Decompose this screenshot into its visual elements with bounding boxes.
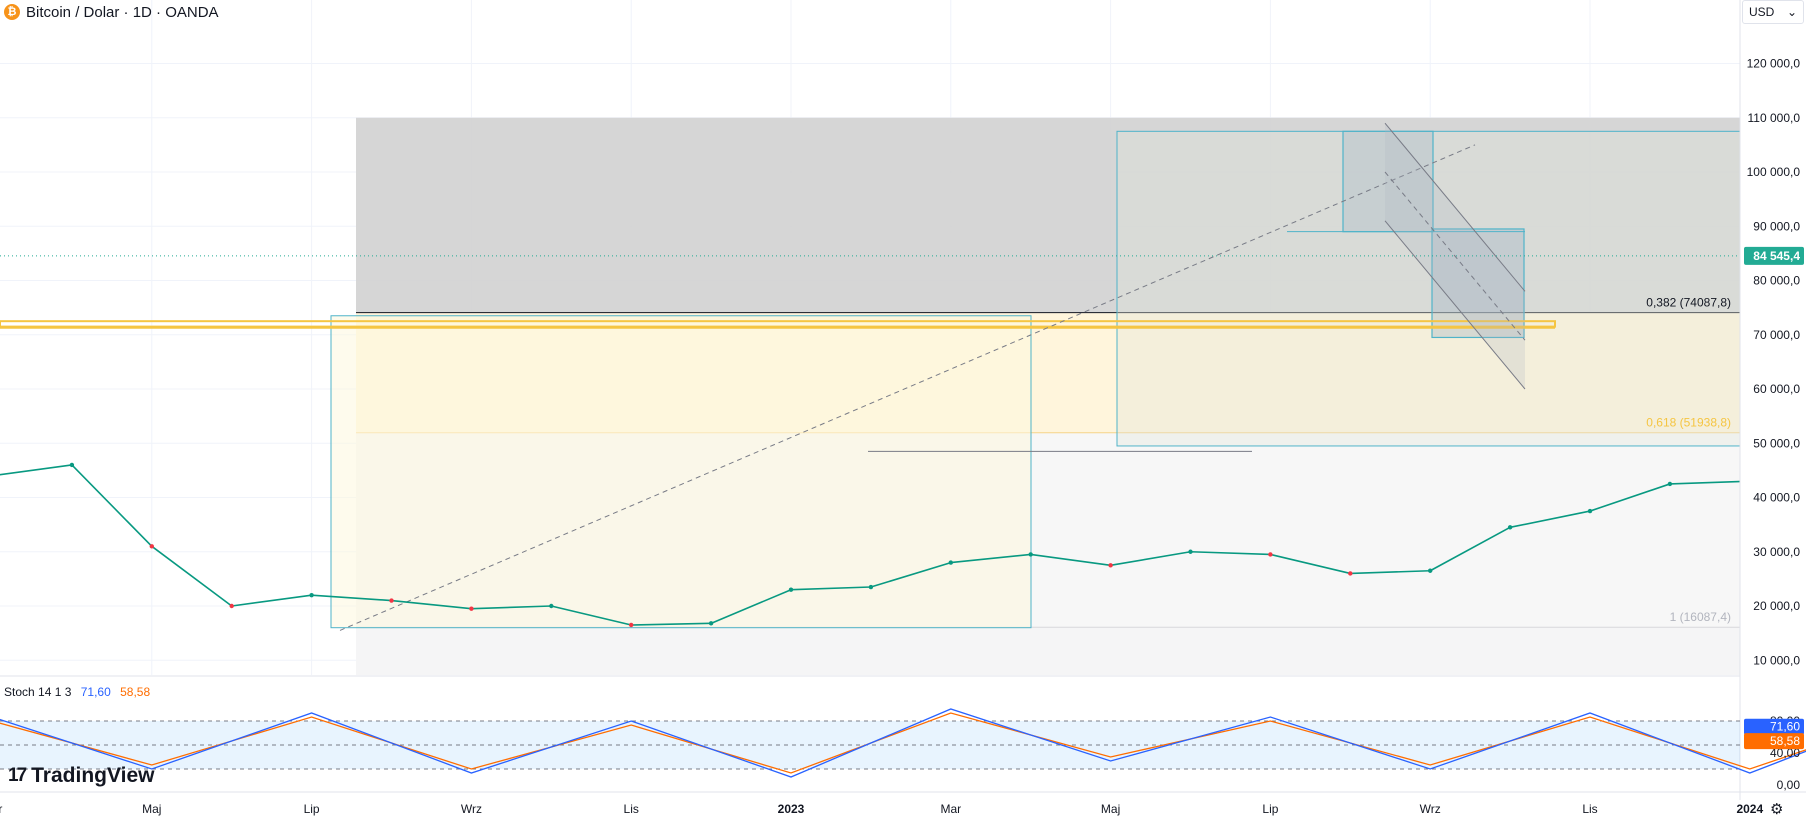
- symbol-title: Bitcoin / Dolar · 1D · OANDA: [26, 3, 219, 21]
- stoch-d-axis-value: 58,58: [1770, 734, 1800, 748]
- stoch-band-fill: [0, 721, 1740, 769]
- symbol-header[interactable]: ₿ Bitcoin / Dolar · 1D · OANDA: [4, 2, 219, 22]
- stoch-k-line: [0, 708, 1806, 778]
- price-point: [69, 462, 75, 468]
- price-point: [1188, 549, 1193, 554]
- price-point: [629, 622, 634, 628]
- channel-2025-lower: [1384, 220, 1526, 390]
- time-axis-label: Mar: [0, 802, 2, 816]
- currency-value: USD: [1749, 5, 1775, 19]
- price-point: [389, 598, 394, 603]
- price-axis-label: 70 000,0: [1753, 328, 1800, 342]
- tradingview-logo[interactable]: 17 TradingView: [8, 764, 154, 788]
- time-axis-label: Maj: [142, 802, 161, 816]
- price-axis-label: 120 000,0: [1747, 57, 1801, 71]
- fib-label-0382: 0,382 (74087,8): [1646, 296, 1731, 310]
- stoch-k-axis-value: 71,60: [1770, 720, 1800, 734]
- gear-icon[interactable]: ⚙: [1770, 801, 1784, 818]
- stoch-legend[interactable]: Stoch 14 1 3 71,60 58,58: [4, 685, 150, 699]
- tradingview-logo-text: TradingView: [31, 764, 155, 787]
- fib-label-0618: 0,618 (51938,8): [1646, 416, 1731, 430]
- price-axis-label: 110 000,0: [1748, 111, 1801, 125]
- channel-2025-mid: [1384, 171, 1526, 341]
- chevron-down-icon: ⌄: [1786, 5, 1797, 19]
- price-axis-label: 60 000,0: [1753, 382, 1800, 396]
- price-point: [469, 606, 474, 611]
- bitcoin-icon: ₿: [4, 4, 20, 20]
- trend-line-dashed: [339, 144, 1476, 631]
- stoch-k-badge: [1744, 718, 1804, 735]
- support-band-72k: [0, 320, 1556, 328]
- price-point: [708, 621, 714, 626]
- price-point: [229, 603, 234, 609]
- stoch-axis-label: 0,00: [1777, 778, 1801, 792]
- time-axis-label: Maj: [1101, 802, 1120, 816]
- time-axis-label: Wrz: [1420, 802, 1441, 816]
- price-axis-label: 80 000,0: [1753, 274, 1800, 288]
- currency-select[interactable]: USD ⌄: [1742, 0, 1804, 24]
- price-axis-label: 50 000,0: [1753, 436, 1800, 450]
- stoch-axis-label: 40,00: [1770, 746, 1800, 760]
- stoch-params: 14 1 3: [38, 685, 72, 699]
- last-price-badge: [1744, 246, 1804, 265]
- range-box-top: [1342, 130, 1434, 233]
- time-axis-label: Lis: [624, 802, 639, 816]
- stoch-d-badge: [1744, 733, 1804, 750]
- tradingview-logo-mark: 17: [8, 765, 27, 786]
- price-axis-label: 100 000,0: [1747, 165, 1801, 179]
- price-axis-label: 40 000,0: [1753, 491, 1800, 505]
- time-axis-label: 2023: [778, 802, 805, 816]
- price-point: [948, 560, 953, 565]
- price-point: [1507, 525, 1513, 530]
- price-point: [1348, 571, 1353, 576]
- price-point: [149, 544, 154, 549]
- price-axis-label: 90 000,0: [1753, 219, 1800, 233]
- time-axis-label: Lis: [1582, 802, 1597, 816]
- price-point: [1587, 508, 1593, 514]
- price-point: [1268, 552, 1273, 557]
- time-axis-label: Mar: [940, 802, 961, 816]
- fib-zone-lower: [356, 627, 1740, 675]
- stoch-name: Stoch: [4, 685, 35, 699]
- price-point: [1428, 568, 1433, 573]
- price-point: [1028, 552, 1033, 557]
- range-box-2023: [330, 315, 1032, 629]
- last-price-label: 84 545,4: [1753, 249, 1800, 263]
- price-point: [1667, 481, 1673, 487]
- price-axis-label: 30 000,0: [1753, 545, 1800, 559]
- price-point: [549, 603, 554, 609]
- price-point: [309, 592, 314, 598]
- price-axis-label: 10 000,0: [1753, 653, 1800, 667]
- time-axis-label: Lip: [1262, 802, 1278, 816]
- channel-2025-upper: [1384, 122, 1526, 292]
- stoch-k-value: 71,60: [80, 685, 111, 699]
- stoch-d-value: 58,58: [120, 685, 151, 699]
- time-axis-label: 2024: [1736, 802, 1763, 816]
- time-axis-label: Wrz: [461, 802, 482, 816]
- fib-zone-0-0382: [356, 117, 1740, 313]
- price-line: [0, 407, 1806, 626]
- time-axis-label: Lip: [304, 802, 320, 816]
- price-point: [868, 584, 874, 590]
- price-point: [1108, 563, 1113, 568]
- fib-label-1: 1 (16087,4): [1670, 610, 1731, 624]
- price-axis-label: 20 000,0: [1753, 599, 1800, 613]
- price-axis-bg: [1740, 0, 1806, 829]
- price-point: [788, 587, 794, 592]
